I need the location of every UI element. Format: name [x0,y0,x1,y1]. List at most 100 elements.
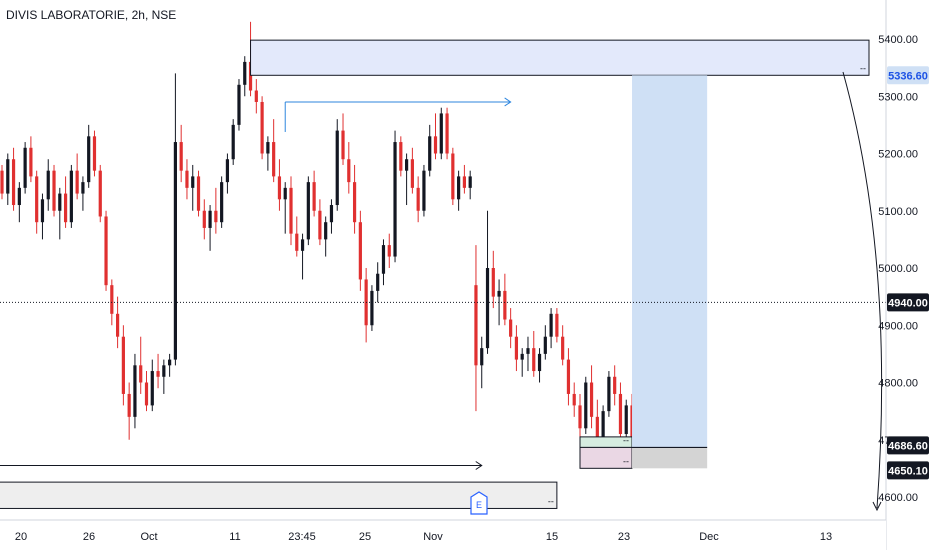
projection-curve [842,71,883,509]
price-tag-box [887,436,929,455]
price-tick-label: 5400.00 [878,34,918,46]
candle-body [260,101,264,154]
time-tick-label: 23 [618,531,630,543]
price-tick-label: 4600.00 [878,492,918,504]
zone-box [250,39,870,76]
candle-body [618,393,623,435]
candle-body [17,187,21,206]
candle-body [468,176,472,188]
candle-body [173,142,177,360]
arrow-head [475,461,483,470]
candle-body [283,187,287,200]
candle-body [266,142,270,154]
price-tick-label: 5000.00 [878,263,918,275]
candle-body [196,176,201,211]
candle-body [318,210,322,240]
arrow-head [504,97,512,107]
candle-body [526,348,530,354]
candle-body [179,142,183,171]
time-tick-label: Nov [423,531,443,543]
candle-body [214,210,218,223]
candle-body [75,170,79,194]
candle-body [254,90,258,102]
candle-body [613,376,617,394]
zone-label: -- [623,435,629,445]
zone-label: -- [623,456,629,466]
candle-body [601,411,605,452]
candle-body [312,182,316,211]
earnings-marker-shape [470,491,488,515]
candle-body [624,405,628,435]
candle-body [335,130,339,206]
candle-body [35,176,39,223]
candle-body [387,245,391,257]
price-tag-label: 4686.60 [888,440,928,452]
candle-body [514,336,519,360]
candle-body [589,382,594,417]
candle-body [416,187,420,211]
time-tick-label: Dec [699,531,719,543]
candle-body [272,142,276,177]
price-tag-label: 4940.00 [888,297,928,309]
price-tag-box [887,66,929,85]
candle-body [121,336,125,394]
candle-body [549,313,553,337]
candle-body [127,393,131,417]
stop-zone [632,447,708,469]
zone-box [0,481,558,509]
earnings-event-marker[interactable]: E [470,491,488,515]
candle-body [139,365,143,383]
candle-body [191,176,195,188]
time-tick-label: 15 [546,531,558,543]
candle-body [329,205,334,223]
candle-body [144,382,149,406]
candle-body [537,353,542,372]
candle-body [566,359,571,394]
candle-body [352,182,357,223]
candle-body [40,199,45,223]
candles-layer [0,21,680,463]
candle-body [202,210,206,228]
time-tick-label: Oct [140,531,157,543]
candle-body [491,268,495,297]
candle-body [572,393,576,406]
price-tick-label: 5100.00 [878,206,918,218]
candle-body [347,159,351,183]
candle-body [428,136,432,171]
candle-body [445,113,449,154]
candle-body [462,176,466,188]
candle-body [220,182,224,223]
price-axis[interactable]: 4600.004700.004800.004900.005000.005100.… [878,34,918,504]
candle-body [497,290,501,297]
candle-body [381,245,386,274]
candle-body [480,348,484,366]
candle-body [277,176,282,200]
time-tick-label: 13 [820,531,832,543]
price-axis-bg [886,0,932,550]
candle-body [399,142,403,171]
projection-curve-head [872,501,882,512]
candle-body [520,353,524,360]
candle-body [341,130,345,160]
candle-body [410,159,414,188]
candle-body [543,336,547,354]
time-axis[interactable]: 20 26 Oct 11 23:45 25 Nov 15 23 Dec 13 [15,531,832,543]
time-tick-label: 26 [83,531,95,543]
candle-body [0,170,4,194]
price-tick-label: 4800.00 [878,378,918,390]
price-tick-label: 4900.00 [878,320,918,332]
zone-label: -- [548,496,554,506]
target-zone [632,75,708,448]
candle-body [393,142,397,257]
candle-body [98,170,102,217]
candle-body [248,61,253,91]
candle-body [405,159,409,171]
time-tick-label: 23:45 [288,531,316,543]
candle-body [87,136,91,183]
candle-body [81,182,85,194]
candle-body [561,336,565,360]
candle-body [116,313,120,337]
candle-body [162,365,166,377]
candle-body [23,147,27,188]
